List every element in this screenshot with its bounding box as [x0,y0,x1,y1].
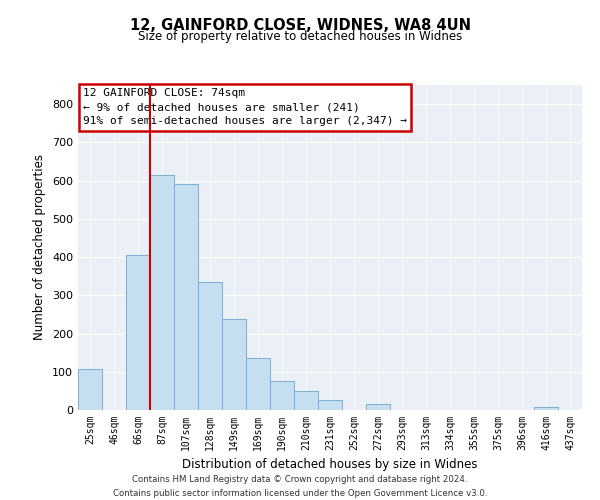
Bar [222,320,246,410]
Bar [270,381,294,410]
Bar [174,184,198,410]
Text: 12 GAINFORD CLOSE: 74sqm
← 9% of detached houses are smaller (241)
91% of semi-d: 12 GAINFORD CLOSE: 74sqm ← 9% of detache… [83,88,407,126]
Bar [78,370,102,410]
Text: Contains HM Land Registry data © Crown copyright and database right 2024.
Contai: Contains HM Land Registry data © Crown c… [113,476,487,498]
Bar [366,404,390,410]
Bar [246,358,270,410]
Bar [534,407,558,410]
Bar [198,282,222,410]
Bar [126,255,150,410]
Text: 12, GAINFORD CLOSE, WIDNES, WA8 4UN: 12, GAINFORD CLOSE, WIDNES, WA8 4UN [130,18,470,32]
Bar [150,175,174,410]
X-axis label: Distribution of detached houses by size in Widnes: Distribution of detached houses by size … [182,458,478,471]
Text: Size of property relative to detached houses in Widnes: Size of property relative to detached ho… [138,30,462,43]
Bar [294,392,318,410]
Bar [318,400,342,410]
Y-axis label: Number of detached properties: Number of detached properties [34,154,46,340]
